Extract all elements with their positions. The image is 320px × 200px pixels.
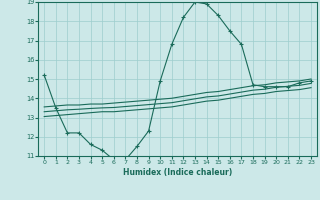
X-axis label: Humidex (Indice chaleur): Humidex (Indice chaleur) <box>123 168 232 177</box>
